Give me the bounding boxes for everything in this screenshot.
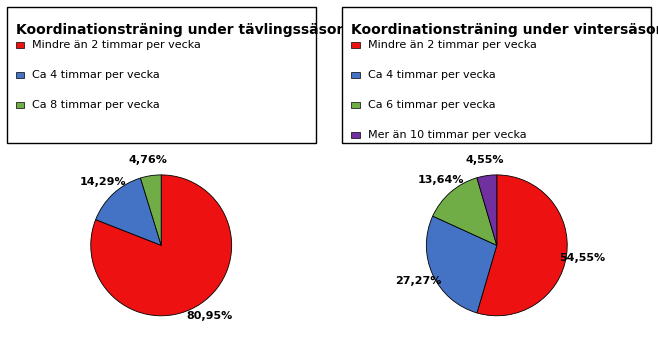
FancyBboxPatch shape xyxy=(351,42,360,48)
Text: Mer än 10 timmar per vecka: Mer än 10 timmar per vecka xyxy=(368,130,526,140)
Text: 27,27%: 27,27% xyxy=(395,276,442,286)
Text: 80,95%: 80,95% xyxy=(186,311,233,322)
Wedge shape xyxy=(91,175,232,316)
Text: 4,55%: 4,55% xyxy=(465,155,504,165)
Text: Ca 8 timmar per vecka: Ca 8 timmar per vecka xyxy=(32,100,160,110)
FancyBboxPatch shape xyxy=(351,102,360,108)
Text: 4,76%: 4,76% xyxy=(129,155,168,165)
Text: Ca 4 timmar per vecka: Ca 4 timmar per vecka xyxy=(368,70,495,80)
Wedge shape xyxy=(95,178,161,245)
Text: Ca 4 timmar per vecka: Ca 4 timmar per vecka xyxy=(32,70,160,80)
FancyBboxPatch shape xyxy=(342,7,651,143)
Wedge shape xyxy=(140,175,161,245)
Text: Mindre än 2 timmar per vecka: Mindre än 2 timmar per vecka xyxy=(368,40,536,50)
Wedge shape xyxy=(477,175,567,316)
FancyBboxPatch shape xyxy=(351,132,360,138)
Wedge shape xyxy=(426,216,497,313)
Wedge shape xyxy=(433,178,497,245)
Text: 13,64%: 13,64% xyxy=(417,176,464,185)
Wedge shape xyxy=(477,175,497,245)
Text: Koordinationsträning under vintersäsongen: Koordinationsträning under vintersäsonge… xyxy=(351,24,658,37)
FancyBboxPatch shape xyxy=(16,102,24,108)
FancyBboxPatch shape xyxy=(16,42,24,48)
Text: Ca 6 timmar per vecka: Ca 6 timmar per vecka xyxy=(368,100,495,110)
Text: 54,55%: 54,55% xyxy=(559,253,605,263)
FancyBboxPatch shape xyxy=(7,7,316,143)
Text: Mindre än 2 timmar per vecka: Mindre än 2 timmar per vecka xyxy=(32,40,201,50)
FancyBboxPatch shape xyxy=(351,72,360,78)
FancyBboxPatch shape xyxy=(16,72,24,78)
Text: 14,29%: 14,29% xyxy=(80,177,126,187)
Text: Koordinationsträning under tävlingssäsong: Koordinationsträning under tävlingssäson… xyxy=(16,24,356,37)
